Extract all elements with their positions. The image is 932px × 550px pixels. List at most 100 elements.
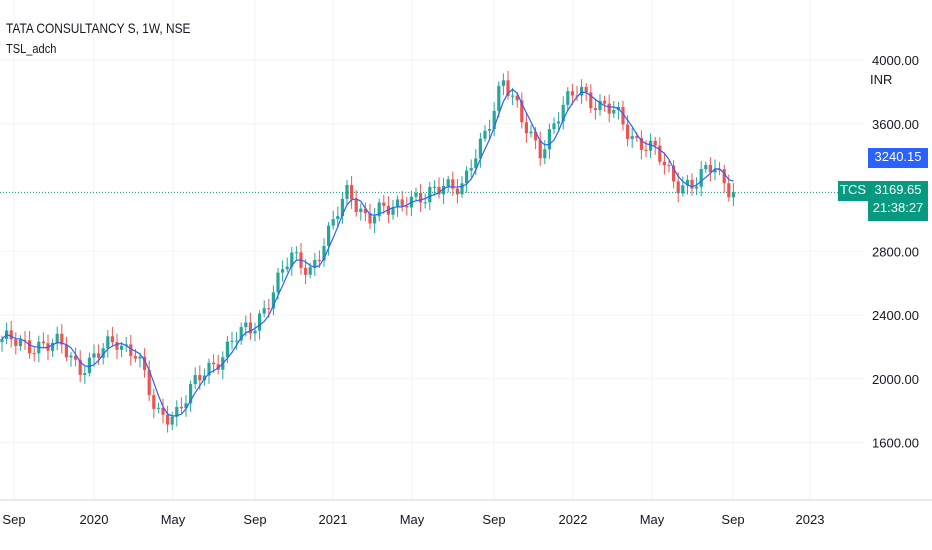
candle-body (138, 356, 142, 359)
candle-body (552, 123, 556, 130)
candle-body (442, 186, 446, 195)
candle-body (166, 414, 170, 425)
candle-body (276, 272, 280, 293)
candle-body (216, 364, 220, 370)
candle-body (405, 206, 409, 208)
candle-body (391, 207, 395, 215)
candle-body (465, 170, 469, 184)
candle-body (115, 342, 119, 350)
candle-body (676, 181, 680, 194)
candle-body (23, 339, 27, 341)
candle-body (690, 179, 694, 189)
candle-body (506, 80, 510, 96)
candle-body (41, 341, 45, 344)
candle-body (147, 369, 151, 396)
candle-body (345, 184, 349, 199)
candle-body (184, 403, 188, 409)
candle-body (175, 406, 179, 417)
candle-body (635, 136, 639, 138)
candle-body (455, 188, 459, 195)
candle-body (363, 208, 367, 214)
candle-body (722, 169, 726, 184)
x-tick-label: 2020 (80, 512, 109, 527)
candle-body (547, 129, 551, 150)
candle-body (230, 340, 234, 342)
candle-body (83, 373, 87, 375)
candle-body (520, 100, 524, 123)
x-tick-label: 2023 (796, 512, 825, 527)
candle-body (598, 100, 602, 111)
x-tick-label: Sep (721, 512, 744, 527)
candle-body (133, 356, 137, 359)
candle-body (336, 216, 340, 220)
candle-body (327, 225, 331, 246)
candle-body (451, 179, 455, 189)
y-tick-label: 2400.00 (872, 308, 919, 323)
candle-body (18, 339, 22, 347)
candle-body (340, 198, 344, 217)
candle-body (543, 149, 547, 159)
candle-body (32, 353, 36, 355)
candle-body (239, 327, 243, 341)
candle-body (492, 110, 496, 129)
currency-label: INR (870, 72, 893, 87)
candle-body (630, 136, 634, 139)
tsl-price-tag: 3240.15 (868, 148, 928, 168)
candle-body (51, 342, 55, 351)
candle-body (368, 213, 372, 224)
candle-body (437, 186, 441, 195)
candle-body (474, 158, 478, 169)
last-price-tag: 3169.65 21:38:27 (868, 181, 928, 221)
y-tick-label: 4000.00 (872, 53, 919, 68)
candle-body (317, 259, 321, 261)
candle-body (74, 355, 78, 360)
candle-body (225, 341, 229, 358)
candle-body (511, 95, 515, 97)
candle-body (667, 165, 671, 167)
candle-body (129, 344, 133, 357)
y-tick-label: 3600.00 (872, 117, 919, 132)
candle-body (488, 128, 492, 131)
candle-body (28, 340, 32, 354)
candle-body (414, 192, 418, 197)
candle-body (377, 202, 381, 217)
candle-body (248, 322, 252, 334)
candle-body (649, 140, 653, 151)
candle-body (152, 395, 156, 409)
candle-body (322, 245, 326, 261)
candle-body (0, 338, 4, 343)
candle-body (658, 145, 662, 162)
x-tick-label: May (400, 512, 425, 527)
candle-body (400, 199, 404, 207)
y-tick-label: 1600.00 (872, 436, 919, 451)
candle-body (331, 219, 335, 226)
candle-body (359, 208, 363, 213)
candle-body (621, 107, 625, 125)
candle-body (497, 85, 501, 111)
candle-body (87, 357, 91, 374)
candle-body (235, 340, 239, 342)
candle-body (460, 183, 464, 195)
candle-body (101, 348, 105, 358)
candle-body (92, 353, 96, 358)
candle-body (189, 384, 193, 404)
candle-body (695, 186, 699, 189)
candle-body (653, 140, 657, 146)
x-tick-label: May (161, 512, 186, 527)
candle-body (708, 164, 712, 173)
candle-body (662, 161, 666, 166)
candle-body (69, 355, 73, 358)
candle-body (193, 375, 197, 385)
x-tick-label: Sep (482, 512, 505, 527)
candle-body (354, 199, 358, 213)
candle-body (110, 336, 114, 343)
candle-body (212, 362, 216, 365)
candle-body (262, 308, 266, 314)
candle-body (713, 169, 717, 173)
candle-body (244, 322, 248, 328)
indicator-label[interactable]: TSL_adch (6, 41, 57, 56)
tsl-line (1, 88, 734, 417)
candle-body (313, 259, 317, 268)
candle-body (423, 202, 427, 204)
